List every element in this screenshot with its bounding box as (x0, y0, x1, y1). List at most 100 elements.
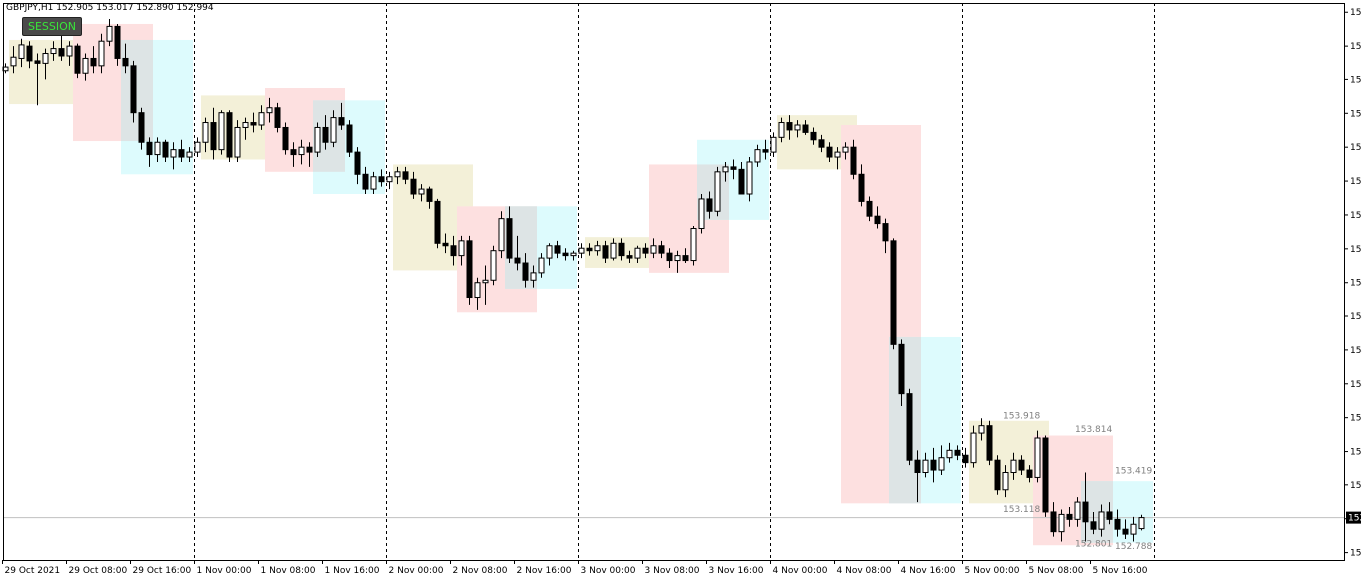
symbol-timeframe: GBPJPY,H1 (6, 3, 54, 13)
x-tick-label: 4 Nov 16:00 (901, 566, 956, 576)
candle-body (1130, 523, 1137, 535)
candle-body (714, 171, 721, 212)
candle-body (746, 161, 753, 195)
y-tick-label: 156.275 (1350, 109, 1362, 119)
candle-body (106, 25, 113, 42)
candle-body (130, 65, 137, 114)
candle-body (122, 57, 129, 67)
candle-body (1010, 459, 1017, 474)
y-tick-label: 155.450 (1350, 211, 1362, 221)
candle-body (690, 228, 697, 262)
y-tick-label: 156.550 (1350, 75, 1362, 85)
candle-body (666, 252, 673, 262)
session-overlap-box (889, 336, 921, 504)
x-tick-label: 5 Nov 16:00 (1093, 566, 1148, 576)
candle-body (954, 449, 961, 456)
candle-body (50, 48, 57, 55)
candle-body (346, 124, 353, 153)
session-level-label: 152.788 (1115, 542, 1152, 552)
candle-body (466, 240, 473, 299)
candle-body (770, 136, 777, 153)
candle-body (458, 240, 465, 257)
candle-body (450, 245, 457, 257)
candle-body (34, 60, 41, 64)
candle-body (178, 149, 185, 158)
candle-body (314, 126, 321, 153)
candle-body (930, 459, 937, 471)
candle-body (602, 245, 609, 259)
candle-body (834, 151, 841, 158)
candle-body (1018, 459, 1025, 471)
x-tick-label: 3 Nov 16:00 (709, 566, 764, 576)
candle-body (986, 425, 993, 461)
candle-body (146, 141, 153, 156)
candle-body (866, 200, 873, 217)
candle-body (298, 146, 305, 156)
candle-body (514, 257, 521, 264)
candle-body (250, 122, 257, 126)
candle-body (26, 45, 33, 62)
candle-body (138, 112, 145, 143)
session-level-label: 152.801 (1075, 539, 1112, 549)
candle-body (442, 242, 449, 247)
candle-body (242, 122, 249, 128)
candle-body (1138, 517, 1145, 530)
candle-body (594, 245, 601, 252)
candle-body (650, 245, 657, 254)
candle-body (378, 176, 385, 183)
candle-body (562, 252, 569, 257)
candle-body (386, 176, 393, 183)
candle-body (546, 245, 553, 259)
candle-body (1114, 518, 1121, 530)
session-overlap-box (121, 39, 153, 142)
candle-body (114, 25, 121, 59)
candle-body (1090, 521, 1097, 530)
candle-body (1050, 511, 1057, 533)
y-tick-label: 154.355 (1350, 346, 1362, 356)
candle-body (978, 425, 985, 434)
candle-body (210, 122, 217, 151)
candle-body (706, 198, 713, 212)
x-tick-label: 2 Nov 08:00 (453, 566, 508, 576)
candle-body (906, 393, 913, 461)
candle-body (810, 131, 817, 141)
candle-body (530, 272, 537, 281)
candle-body (618, 242, 625, 257)
candle-body (634, 247, 641, 259)
candle-body (1042, 437, 1049, 513)
candle-body (402, 171, 409, 180)
y-tick-label: 153.530 (1350, 448, 1362, 458)
candle-body (522, 262, 529, 281)
candle-body (1098, 511, 1105, 530)
candle-body (914, 459, 921, 474)
candle-body (282, 126, 289, 151)
candle-body (682, 255, 689, 262)
y-tick-label: 153.805 (1350, 414, 1362, 424)
candle-body (578, 247, 585, 254)
session-level-label: 153.419 (1115, 467, 1152, 477)
y-tick-label: 154.900 (1350, 279, 1362, 289)
x-tick-label: 29 Oct 08:00 (69, 566, 128, 576)
candle-body (818, 139, 825, 148)
candle-body (474, 282, 481, 299)
x-tick-label: 1 Nov 16:00 (325, 566, 380, 576)
candle-body (610, 242, 617, 259)
candle-body (882, 223, 889, 242)
candle-body (506, 218, 513, 259)
session-button[interactable]: SESSION (22, 17, 82, 36)
candle-body (90, 57, 97, 67)
candle-body (338, 117, 345, 126)
candle-body (570, 252, 577, 257)
candle-body (170, 149, 177, 158)
candle-body (898, 343, 905, 395)
candle-body (1002, 472, 1009, 491)
x-tick-label: 3 Nov 00:00 (581, 566, 636, 576)
candle-body (946, 449, 953, 459)
session-level-label: 153.814 (1075, 425, 1112, 435)
candle-body (66, 45, 73, 57)
x-tick-label: 29 Oct 16:00 (133, 566, 192, 576)
candle-body (410, 178, 417, 195)
candle-body (226, 112, 233, 158)
